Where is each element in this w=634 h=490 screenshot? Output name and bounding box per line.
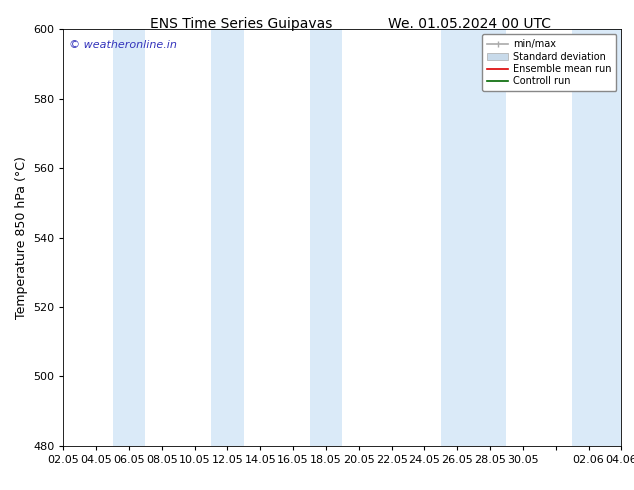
Text: © weatheronline.in: © weatheronline.in <box>69 40 177 50</box>
Bar <box>441 29 507 446</box>
Bar <box>211 29 244 446</box>
Legend: min/max, Standard deviation, Ensemble mean run, Controll run: min/max, Standard deviation, Ensemble me… <box>482 34 616 91</box>
Text: We. 01.05.2024 00 UTC: We. 01.05.2024 00 UTC <box>387 17 551 31</box>
Y-axis label: Temperature 850 hPa (°C): Temperature 850 hPa (°C) <box>15 156 27 319</box>
Text: ENS Time Series Guipavas: ENS Time Series Guipavas <box>150 17 332 31</box>
Bar <box>113 29 145 446</box>
Bar <box>572 29 621 446</box>
Bar <box>309 29 342 446</box>
